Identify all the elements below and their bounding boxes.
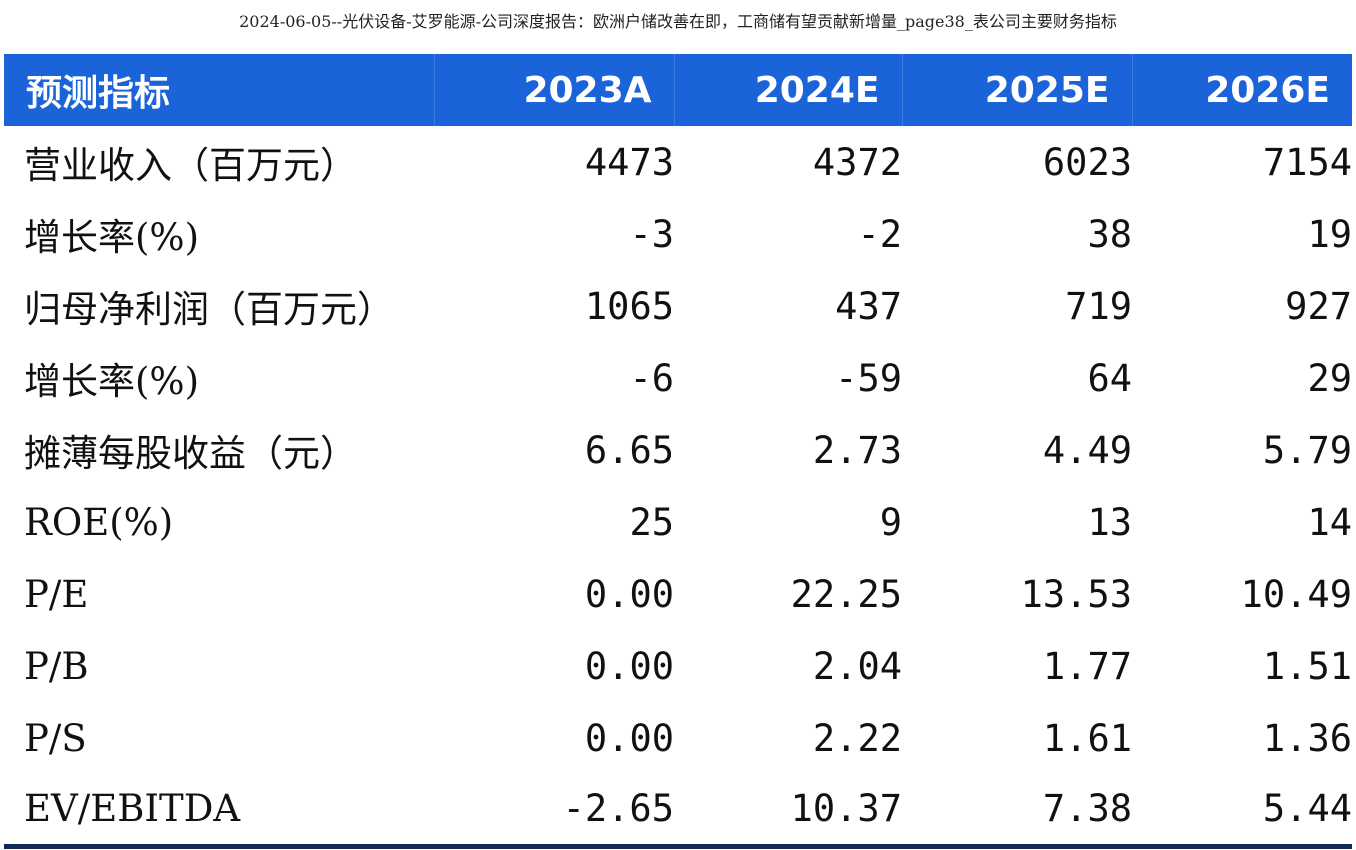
- cell-value: 1.61: [1042, 716, 1132, 760]
- cell-value: 0.00: [584, 644, 674, 688]
- cell-value: 22.25: [790, 572, 902, 616]
- row-label: ROE(%): [24, 500, 174, 544]
- table-row: P/S 0.00 2.22 1.61 1.36: [4, 702, 1352, 774]
- cell-value: 719: [1065, 284, 1132, 328]
- cell-value: 5.44: [1132, 774, 1352, 849]
- table-row: ROE(%) 25 9 13 14: [4, 486, 1352, 558]
- header-label: 预测指标: [4, 54, 435, 126]
- cell-value: 19: [1307, 212, 1352, 256]
- cell-value: 0.00: [584, 572, 674, 616]
- document-caption: 2024-06-05--光伏设备-艾罗能源-公司深度报告：欧洲户储改善在即，工商…: [239, 12, 1117, 31]
- row-label: P/S: [24, 716, 87, 760]
- table-row: P/E 0.00 22.25 13.53 10.49: [4, 558, 1352, 630]
- row-label: P/E: [24, 572, 89, 616]
- header-year-2024e: 2024E: [674, 54, 903, 126]
- table-row: EV/EBITDA -2.65 10.37 7.38 5.44: [4, 774, 1352, 849]
- cell-value: 29: [1307, 356, 1352, 400]
- row-label: 归母净利润（百万元）: [24, 288, 394, 331]
- table-row: 归母净利润（百万元） 1065 437 719 927: [4, 270, 1352, 342]
- cell-value: 1.51: [1262, 644, 1352, 688]
- cell-value: 38: [1087, 212, 1132, 256]
- row-label: 增长率(%): [24, 216, 200, 259]
- cell-value: -3: [629, 212, 674, 256]
- cell-value: 25: [629, 500, 674, 544]
- cell-value: 10.37: [674, 774, 902, 849]
- header-year-2026e: 2026E: [1205, 69, 1330, 111]
- row-label: P/B: [24, 644, 89, 688]
- table-row: P/B 0.00 2.04 1.77 1.51: [4, 630, 1352, 702]
- cell-value: 13.53: [1020, 572, 1132, 616]
- cell-value: 2.73: [812, 428, 902, 472]
- header-year-2023a: 2023A: [434, 54, 675, 126]
- row-label: 营业收入（百万元）: [24, 144, 357, 187]
- cell-value: 6023: [1042, 140, 1132, 184]
- cell-value: 4473: [584, 140, 674, 184]
- cell-value: 1.77: [1042, 644, 1132, 688]
- cell-value: -2: [857, 212, 902, 256]
- cell-value: 4.49: [1042, 428, 1132, 472]
- cell-value: 5.79: [1262, 428, 1352, 472]
- cell-value: 10.49: [1240, 572, 1352, 616]
- header-year-2025e: 2025E: [902, 54, 1133, 126]
- cell-value: 64: [1087, 356, 1132, 400]
- cell-value: -59: [835, 356, 902, 400]
- table-row: 摊薄每股收益（元） 6.65 2.73 4.49 5.79: [4, 414, 1352, 486]
- cell-value: 927: [1285, 284, 1352, 328]
- cell-value: 1.36: [1262, 716, 1352, 760]
- cell-value: 7.38: [902, 774, 1132, 849]
- cell-value: 6.65: [584, 428, 674, 472]
- row-label: EV/EBITDA: [4, 774, 434, 849]
- header-row: 预测指标 2023A 2024E 2025E 2026E: [4, 54, 1352, 126]
- table-row: 营业收入（百万元） 4473 4372 6023 7154: [4, 126, 1352, 198]
- table-body: 营业收入（百万元） 4473 4372 6023 7154 增长率(%) -3 …: [4, 126, 1352, 849]
- cell-value: -2.65: [434, 774, 674, 849]
- row-label: 增长率(%): [24, 360, 200, 403]
- cell-value: 4372: [812, 140, 902, 184]
- table-header: 预测指标 2023A 2024E 2025E 2026E: [4, 54, 1352, 126]
- table-row: 增长率(%) -3 -2 38 19: [4, 198, 1352, 270]
- cell-value: 2.22: [812, 716, 902, 760]
- cell-value: 1065: [584, 284, 674, 328]
- cell-value: -6: [629, 356, 674, 400]
- row-label: 摊薄每股收益（元）: [24, 432, 357, 475]
- cell-value: 14: [1307, 500, 1352, 544]
- table-row: 增长率(%) -6 -59 64 29: [4, 342, 1352, 414]
- cell-value: 13: [1087, 500, 1132, 544]
- cell-value: 9: [879, 500, 902, 544]
- cell-value: 7154: [1262, 140, 1352, 184]
- cell-value: 437: [835, 284, 902, 328]
- cell-value: 2.04: [812, 644, 902, 688]
- cell-value: 0.00: [584, 716, 674, 760]
- financial-forecast-table: 预测指标 2023A 2024E 2025E 2026E 营业收入（百万元） 4…: [4, 54, 1352, 849]
